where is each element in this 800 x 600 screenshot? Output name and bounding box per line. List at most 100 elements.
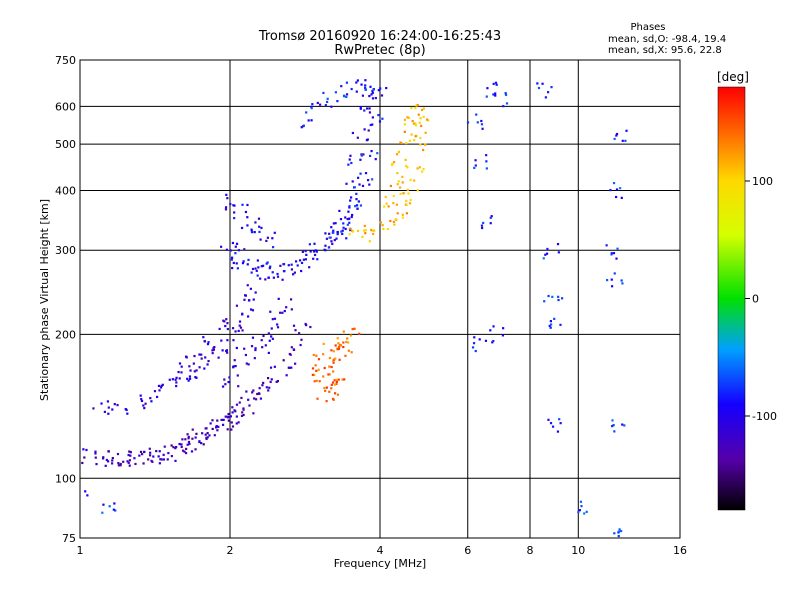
data-point (348, 221, 351, 224)
data-point (257, 217, 261, 220)
data-point (474, 349, 477, 353)
data-point (235, 346, 238, 350)
data-point (427, 119, 430, 122)
data-point (401, 216, 405, 219)
data-point (159, 386, 163, 389)
data-point (273, 365, 276, 368)
data-point (229, 415, 233, 418)
data-point (256, 274, 259, 277)
data-point (331, 242, 334, 245)
data-point (422, 115, 425, 119)
data-point (308, 243, 311, 246)
data-point (142, 404, 145, 407)
data-point (541, 82, 544, 85)
data-point (220, 339, 223, 342)
data-point (399, 192, 402, 196)
data-point (155, 449, 158, 453)
data-point (372, 88, 375, 91)
data-point (485, 154, 488, 157)
data-point (192, 362, 195, 365)
data-point (277, 297, 280, 300)
data-point (621, 282, 624, 285)
data-point (611, 425, 614, 428)
data-point (344, 227, 347, 231)
data-point (227, 380, 230, 384)
data-point (255, 269, 258, 272)
data-point (486, 87, 489, 90)
colorbar-tick-label: 100 (752, 175, 773, 188)
data-point (251, 336, 255, 339)
data-point (613, 272, 616, 275)
data-point (126, 412, 129, 415)
data-point (231, 241, 235, 245)
data-point (175, 445, 178, 449)
data-point (358, 332, 361, 335)
data-point (213, 434, 216, 437)
data-point (249, 287, 252, 290)
data-point (557, 295, 560, 298)
data-point (246, 216, 249, 219)
data-point (385, 202, 388, 205)
data-point (268, 339, 271, 342)
data-point (553, 317, 556, 320)
data-point (615, 132, 619, 136)
data-point (364, 84, 367, 87)
data-point (83, 456, 86, 459)
data-point (251, 391, 254, 394)
data-point (175, 376, 178, 379)
data-point (366, 179, 370, 182)
data-point (157, 384, 161, 388)
data-point (370, 149, 373, 153)
data-point (261, 384, 264, 387)
data-point (231, 327, 235, 330)
data-point (158, 450, 161, 453)
data-point (407, 116, 411, 119)
data-point (392, 201, 395, 205)
data-point (418, 166, 421, 169)
data-point (392, 161, 396, 164)
data-point (616, 247, 619, 250)
data-point (308, 266, 311, 269)
data-point (171, 378, 174, 381)
data-point (360, 154, 363, 157)
data-point (328, 232, 331, 235)
data-point (353, 327, 356, 330)
data-point (227, 412, 230, 416)
data-point (402, 192, 405, 195)
data-point (558, 418, 561, 421)
data-point (236, 267, 239, 270)
data-point (371, 89, 374, 93)
data-point (257, 266, 260, 269)
x-axis-label: Frequency [MHz] (334, 557, 426, 570)
data-point (258, 225, 261, 228)
data-point (322, 342, 325, 346)
data-point (238, 401, 241, 404)
data-point (283, 309, 286, 313)
data-point (139, 394, 142, 397)
data-point (336, 337, 339, 340)
data-point (475, 113, 478, 116)
data-point (212, 348, 216, 351)
data-point (188, 442, 191, 446)
data-point (236, 374, 239, 377)
data-point (416, 167, 419, 170)
data-point (347, 210, 350, 213)
data-point (347, 341, 350, 344)
data-point (330, 105, 333, 108)
data-point (230, 421, 233, 424)
data-point (332, 229, 335, 232)
data-point (233, 359, 236, 362)
data-point (337, 342, 340, 345)
x-tick-label: 8 (527, 544, 534, 557)
data-point (253, 357, 256, 360)
data-point (189, 369, 192, 372)
data-point (270, 378, 273, 381)
data-point (485, 160, 488, 163)
data-point (113, 403, 116, 406)
data-point (224, 383, 227, 386)
data-point (100, 402, 103, 405)
data-point (167, 451, 170, 455)
data-point (350, 87, 353, 91)
data-point (282, 263, 285, 266)
data-point (549, 320, 552, 323)
